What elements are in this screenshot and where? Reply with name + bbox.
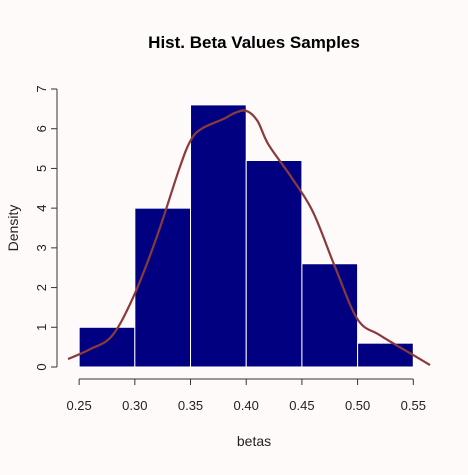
histogram-bar-0 (78, 326, 136, 368)
x-tick-label-2: 0.35 (178, 398, 203, 413)
chart-title: Hist. Beta Values Samples (148, 33, 360, 52)
y-tick-label-3: 3 (34, 244, 49, 251)
y-tick-label-6: 6 (34, 125, 49, 132)
x-tick-label-4: 0.45 (289, 398, 314, 413)
histogram-bar-1 (134, 207, 192, 368)
histogram-bar-3 (245, 159, 303, 368)
histogram-bar-4 (301, 263, 359, 368)
y-tick-label-5: 5 (34, 165, 49, 172)
x-tick-label-3: 0.40 (234, 398, 259, 413)
x-tick-label-1: 0.30 (122, 398, 147, 413)
x-axis-label: betas (237, 433, 271, 449)
x-axis: 0.25 0.30 0.35 0.40 0.45 0.50 0.55 (66, 378, 426, 413)
y-tick-label-7: 7 (34, 85, 49, 92)
histogram-bar-2 (190, 104, 247, 368)
histogram-bar-5 (357, 342, 414, 368)
y-tick-label-4: 4 (34, 205, 49, 212)
x-tick-label-5: 0.50 (345, 398, 370, 413)
density-curve (67, 109, 431, 366)
y-tick-label-0: 0 (34, 363, 49, 370)
y-tick-label-1: 1 (34, 324, 49, 331)
x-tick-label-0: 0.25 (66, 398, 91, 413)
density-curve-group (67, 109, 431, 366)
bars-group (78, 104, 414, 368)
y-axis-label: Density (5, 205, 21, 252)
x-tick-label-6: 0.55 (401, 398, 426, 413)
y-axis: 0 1 2 3 4 5 6 7 (34, 85, 58, 371)
y-tick-label-2: 2 (34, 284, 49, 291)
